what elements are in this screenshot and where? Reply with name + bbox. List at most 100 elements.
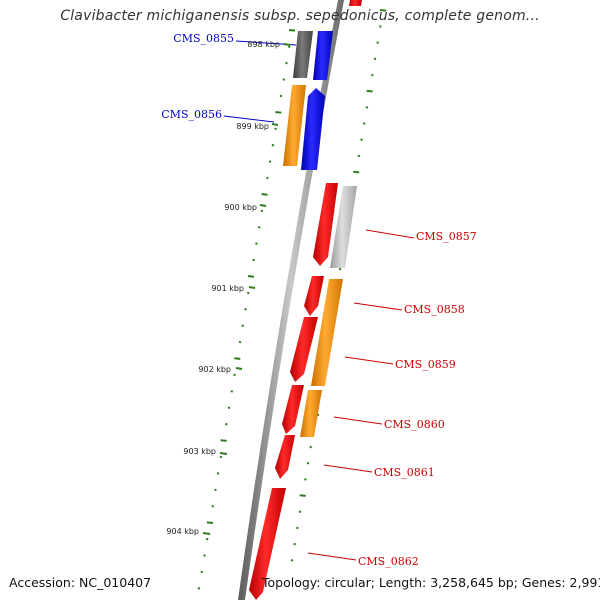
track-tick bbox=[244, 308, 247, 311]
kbp-label-900: 900 kbp bbox=[224, 203, 257, 212]
track-tick bbox=[252, 258, 255, 262]
gene-cms-0857-arrow[interactable] bbox=[313, 183, 338, 266]
track-tick bbox=[379, 25, 382, 28]
track-tick bbox=[360, 138, 363, 141]
gene-cms-0861-arrow[interactable] bbox=[275, 435, 295, 479]
gene-label-cms-0862[interactable]: CMS_0862 bbox=[358, 555, 419, 568]
track-tick bbox=[247, 275, 255, 278]
gene-label-cms-0859[interactable]: CMS_0859 bbox=[395, 358, 456, 371]
track-tick bbox=[287, 45, 291, 48]
gene-label-cms-0858[interactable]: CMS_0858 bbox=[404, 303, 465, 316]
track-tick bbox=[266, 176, 269, 180]
track-tick bbox=[268, 160, 272, 163]
gene-label-cms-0861[interactable]: CMS_0861 bbox=[374, 466, 435, 479]
track-tick bbox=[246, 291, 250, 295]
gene-cms-0858-arrow[interactable] bbox=[304, 276, 324, 316]
track-tick bbox=[306, 461, 310, 465]
label-leader-cms-0856 bbox=[223, 115, 275, 123]
track-tick bbox=[366, 89, 373, 93]
label-leader-cms-0858 bbox=[353, 302, 403, 311]
track-tick bbox=[238, 340, 242, 344]
kbp-marker-900: 900 kbp bbox=[224, 203, 267, 212]
kbp-marker-899: 899 kbp bbox=[236, 122, 279, 131]
track-tick bbox=[299, 494, 306, 497]
topology-summary: Topology: circular; Length: 3,258,645 bp… bbox=[262, 575, 600, 590]
gene-cms-0855-feature-dark[interactable] bbox=[293, 31, 313, 78]
gene-label-cms-0855[interactable]: CMS_0855 bbox=[173, 32, 234, 45]
kbp-marker-902: 902 kbp bbox=[198, 365, 243, 374]
label-leader-cms-0859 bbox=[344, 356, 394, 365]
gene-cms-0856-arrow[interactable] bbox=[301, 88, 325, 170]
track-tick bbox=[293, 542, 296, 546]
gene-cms-0857-feature-lightgray[interactable] bbox=[330, 186, 357, 268]
track-tick bbox=[241, 324, 245, 327]
gene-cms-0856-feature-orange[interactable] bbox=[283, 85, 306, 166]
track-tick bbox=[298, 510, 302, 514]
label-leader-cms-0860 bbox=[333, 416, 383, 425]
track-tick bbox=[365, 106, 369, 109]
track-tick bbox=[261, 193, 268, 196]
kbp-label-899: 899 kbp bbox=[236, 122, 269, 131]
kbp-marker-898: 898 kbp bbox=[247, 40, 291, 49]
track-tick bbox=[257, 225, 261, 229]
track-tick bbox=[296, 526, 299, 530]
track-tick bbox=[200, 570, 204, 574]
track-tick bbox=[362, 122, 366, 125]
track-tick bbox=[227, 406, 231, 410]
track-tick bbox=[230, 390, 234, 393]
kbp-marker-901: 901 kbp bbox=[211, 284, 256, 293]
inner-tick-track bbox=[197, 29, 296, 590]
kbp-marker-903: 903 kbp bbox=[183, 447, 228, 456]
track-tick bbox=[216, 472, 220, 475]
track-tick bbox=[290, 559, 294, 562]
track-tick bbox=[233, 373, 236, 377]
label-leader-cms-0857 bbox=[365, 229, 415, 239]
track-tick bbox=[205, 537, 209, 541]
track-tick bbox=[379, 9, 387, 12]
track-tick bbox=[357, 154, 361, 158]
track-tick bbox=[203, 554, 206, 557]
gene-partial-top-arrow[interactable] bbox=[349, 0, 362, 6]
label-leader-cms-0862 bbox=[307, 552, 357, 561]
track-tick bbox=[279, 94, 283, 98]
track-tick bbox=[234, 357, 241, 360]
track-tick bbox=[288, 29, 296, 32]
track-tick bbox=[275, 111, 282, 114]
track-tick bbox=[197, 587, 201, 590]
gene-cms-0858-feature-orange[interactable] bbox=[311, 279, 343, 386]
track-tick bbox=[225, 422, 228, 426]
track-tick bbox=[309, 445, 313, 449]
accession-label: Accession: NC_010407 bbox=[9, 575, 152, 590]
track-tick bbox=[255, 242, 258, 245]
gene-cms-0855-arrow[interactable] bbox=[313, 31, 333, 80]
gene-cms-0859-arrow[interactable] bbox=[290, 317, 318, 382]
gene-label-cms-0860[interactable]: CMS_0860 bbox=[384, 418, 445, 431]
track-tick bbox=[376, 41, 379, 44]
track-tick bbox=[282, 78, 286, 81]
track-tick bbox=[285, 61, 288, 65]
track-tick bbox=[338, 267, 342, 271]
gene-label-cms-0856[interactable]: CMS_0856 bbox=[161, 108, 222, 121]
track-tick bbox=[304, 478, 307, 481]
kbp-label-903: 903 kbp bbox=[183, 447, 216, 456]
track-tick bbox=[260, 209, 264, 213]
gene-cms-0860-arrow[interactable] bbox=[282, 385, 304, 434]
track-tick bbox=[274, 127, 277, 131]
kbp-label-902: 902 kbp bbox=[198, 365, 231, 374]
track-tick bbox=[206, 521, 214, 524]
track-tick bbox=[371, 73, 374, 77]
track-tick bbox=[214, 488, 217, 492]
track-tick bbox=[353, 170, 360, 174]
kbp-label-898: 898 kbp bbox=[247, 40, 280, 49]
track-tick bbox=[271, 143, 275, 147]
gene-cms-0862-arrow[interactable] bbox=[249, 488, 286, 600]
track-tick bbox=[219, 455, 223, 459]
kbp-label-901: 901 kbp bbox=[211, 284, 244, 293]
genome-backbone bbox=[238, 0, 344, 600]
gene-label-cms-0857[interactable]: CMS_0857 bbox=[416, 230, 477, 243]
kbp-label-904: 904 kbp bbox=[166, 527, 199, 536]
track-tick bbox=[373, 57, 377, 61]
map-title: Clavibacter michiganensis subsp. sepedon… bbox=[60, 8, 540, 24]
gene-cms-0860-feature-orange[interactable] bbox=[300, 390, 322, 437]
